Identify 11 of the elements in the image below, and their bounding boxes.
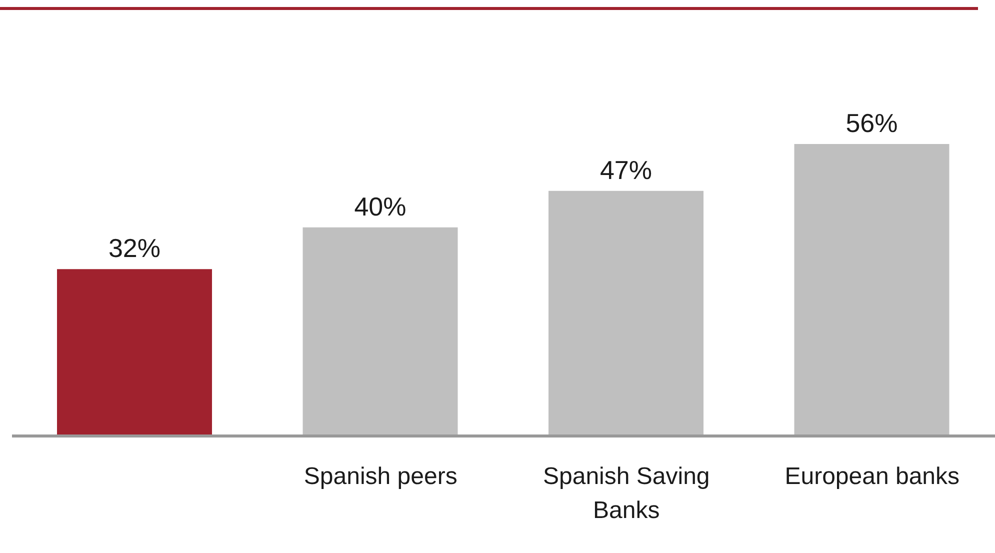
x-tick-label: European banks — [784, 463, 960, 490]
bar — [548, 190, 704, 436]
x-tick-label: Spanish Saving Banks — [542, 463, 710, 524]
data-label: 40% — [354, 191, 406, 222]
data-label: 32% — [108, 233, 161, 264]
bar — [57, 269, 212, 436]
x-tick-label: Spanish peers — [304, 463, 458, 490]
data-label: 56% — [846, 108, 898, 138]
bar — [794, 144, 950, 436]
data-label: 47% — [600, 154, 652, 185]
bar — [302, 227, 458, 436]
